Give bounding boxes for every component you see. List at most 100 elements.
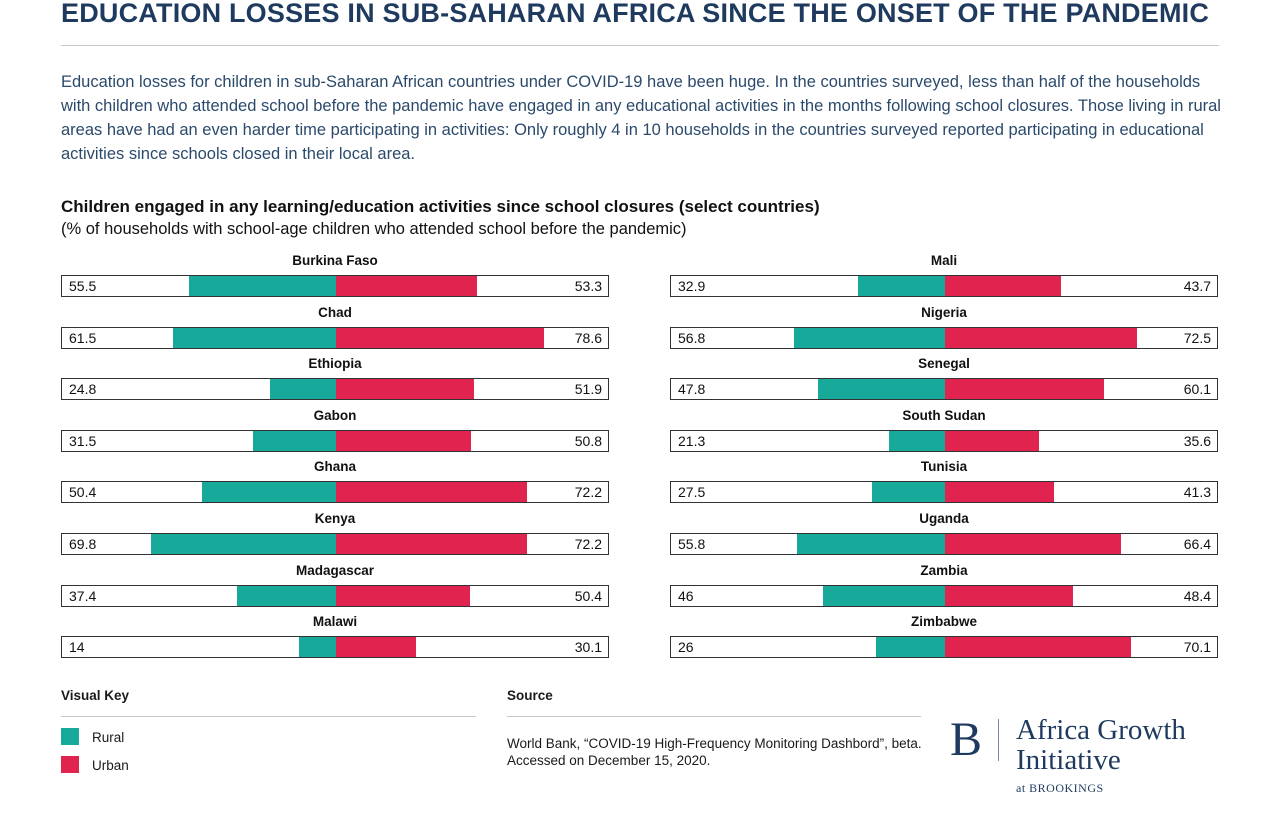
title-divider (61, 45, 1219, 46)
country-name: Ghana (313, 459, 356, 475)
country-row: Uganda 55.8 66.4 (670, 511, 1218, 563)
source-divider (507, 716, 921, 717)
rural-swatch (61, 728, 79, 745)
country-name: Uganda (919, 511, 969, 526)
brookings-logo: B Africa Growth Initiative at BROOKINGS (950, 713, 1230, 803)
rural-value-label: 47.8 (678, 381, 706, 398)
rural-value-label: 69.8 (69, 536, 97, 552)
rural-bar (236, 585, 336, 606)
urban-label: Urban (92, 758, 129, 773)
rural-value-label: 55.8 (678, 536, 706, 552)
urban-bar (945, 430, 1040, 451)
country-row: South Sudan 21.3 35.6 (670, 408, 1218, 460)
bar-frame: 46 48.4 (670, 584, 1218, 607)
urban-bar (945, 482, 1055, 503)
urban-value-label: 43.7 (1183, 278, 1211, 294)
rural-bar (794, 327, 945, 348)
country-name: Zambia (920, 562, 968, 578)
urban-value-label: 78.6 (574, 329, 602, 346)
rural-bar (151, 534, 336, 554)
rural-value-label: 27.5 (678, 484, 706, 501)
urban-bar (945, 379, 1105, 400)
bar-frame: 14 30.1 (61, 636, 609, 659)
country-row: Ghana 50.4 72.2 (61, 459, 609, 511)
urban-value-label: 35.6 (1183, 432, 1211, 449)
country-row: Zambia 46 48.4 (670, 563, 1218, 615)
country-name: Gabon (313, 407, 357, 423)
rural-value-label: 61.5 (69, 329, 97, 346)
country-row: Mali 32.9 43.7 (670, 253, 1218, 305)
rural-value-label: 26 (678, 639, 694, 656)
urban-value-label: 50.4 (574, 587, 602, 604)
urban-bar (336, 585, 470, 606)
key-divider (61, 716, 476, 717)
country-name: South Sudan (902, 407, 986, 423)
bar-frame: 27.5 41.3 (670, 481, 1218, 504)
logo-subtitle: at BROOKINGS (1016, 781, 1104, 795)
rural-value-label: 21.3 (678, 432, 706, 449)
rural-value-label: 37.4 (69, 587, 97, 604)
rural-label: Rural (92, 730, 125, 745)
country-name: Madagascar (295, 562, 375, 578)
country-row: Madagascar 37.4 50.4 (61, 563, 609, 615)
source-text: World Bank, “COVID-19 High-Frequency Mon… (507, 736, 922, 768)
intro-paragraph: Education losses for children in sub-Sah… (61, 73, 1221, 163)
rural-bar (797, 534, 945, 554)
urban-value-label: 60.1 (1183, 381, 1211, 398)
country-row: Tunisia 27.5 41.3 (670, 459, 1218, 511)
bar-frame: 69.8 72.2 (61, 533, 609, 555)
country-row: Chad 61.5 78.6 (61, 305, 609, 357)
bar-frame: 55.5 53.3 (61, 275, 609, 297)
urban-value-label: 70.1 (1183, 639, 1211, 656)
bar-frame: 56.8 72.5 (670, 326, 1218, 349)
logo-separator (998, 719, 999, 761)
country-row: Zimbabwe 26 70.1 (670, 614, 1218, 666)
rural-bar (857, 276, 945, 296)
rural-value-label: 32.9 (678, 278, 706, 294)
logo-letter: B (950, 713, 983, 766)
urban-value-label: 41.3 (1183, 484, 1211, 501)
urban-value-label: 53.3 (574, 278, 602, 294)
logo-name: Africa Growth Initiative (1016, 714, 1186, 776)
country-name: Burkina Faso (292, 253, 378, 268)
urban-bar (945, 585, 1074, 606)
bar-frame: 47.8 60.1 (670, 378, 1218, 401)
rural-bar (202, 482, 336, 503)
urban-bar (336, 276, 478, 296)
bar-frame: 31.5 50.8 (61, 429, 609, 452)
urban-bar (336, 379, 474, 400)
rural-value-label: 14 (69, 639, 85, 656)
country-name: Ethiopia (308, 356, 362, 372)
urban-bar (945, 637, 1131, 658)
bar-frame: 61.5 78.6 (61, 326, 609, 349)
urban-value-label: 30.1 (574, 639, 602, 656)
country-name: Chad (318, 304, 352, 320)
rural-value-label: 24.8 (69, 381, 97, 398)
rural-value-label: 56.8 (678, 329, 706, 346)
urban-bar (945, 534, 1121, 554)
urban-bar (336, 534, 528, 554)
rural-value-label: 55.5 (69, 278, 97, 294)
rural-bar (876, 637, 945, 658)
key-title: Visual Key (61, 688, 130, 703)
urban-swatch (61, 756, 79, 773)
country-row: Kenya 69.8 72.2 (61, 511, 609, 563)
rural-bar (823, 585, 945, 606)
country-row: Senegal 47.8 60.1 (670, 356, 1218, 408)
urban-bar (336, 637, 416, 658)
rural-bar (818, 379, 945, 400)
rural-bar (252, 430, 336, 451)
bar-frame: 55.8 66.4 (670, 533, 1218, 555)
urban-value-label: 72.5 (1183, 329, 1211, 346)
urban-value-label: 66.4 (1183, 536, 1211, 552)
chart-subtitle: (% of households with school-age childre… (61, 220, 687, 238)
urban-value-label: 72.2 (574, 536, 602, 552)
country-name: Malawi (312, 614, 358, 630)
country-name: Zimbabwe (910, 614, 977, 630)
country-row: Gabon 31.5 50.8 (61, 408, 609, 460)
urban-bar (945, 276, 1061, 296)
country-row: Malawi 14 30.1 (61, 614, 609, 666)
page-title: EDUCATION LOSSES IN SUB-SAHARAN AFRICA S… (61, 0, 1210, 28)
country-name: Mali (930, 253, 958, 268)
urban-bar (336, 327, 545, 348)
